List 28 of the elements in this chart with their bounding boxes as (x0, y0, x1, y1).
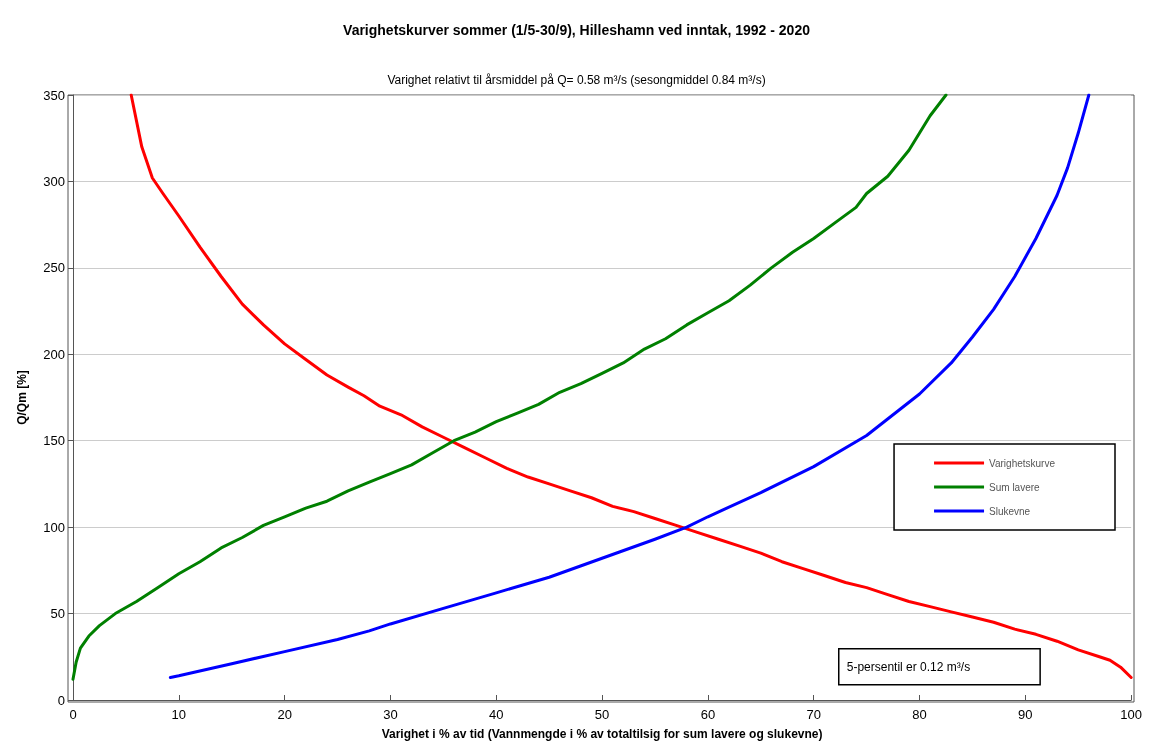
y-tick-label: 350 (43, 87, 65, 103)
line-series (71, 93, 948, 681)
y-axis-title: Q/Qm [%] (15, 370, 29, 425)
x-tick-label: 40 (489, 707, 504, 722)
x-tick-label: 0 (69, 707, 77, 722)
x-tick-label: 30 (383, 707, 398, 722)
x-tick-label: 10 (171, 707, 187, 722)
y-tick-label: 250 (43, 260, 65, 276)
legend-label: Sum lavere (989, 481, 1041, 493)
chart-title: Varighetskurver sommer (1/5-30/9), Hilleshamn ved inntak, 1992 - 2020 (343, 22, 811, 38)
y-tick-label: 100 (43, 519, 65, 535)
chart-subtitle: Varighet relativt til årsmiddel på Q= 0.58 m³/s (sesongmiddel 0.84 m³/s) (387, 73, 766, 87)
y-tick-label: 50 (50, 606, 65, 622)
y-tick-label: 150 (43, 433, 65, 449)
x-axis-title: Varighet i % av tid (Vannmengde i % av totaltilsig for sum lavere og slukevne) (381, 727, 823, 741)
x-tick-label: 50 (594, 707, 610, 722)
annotation: 5-persentil er 0.12 m³/s (846, 659, 971, 674)
legend-label: Varighetskurve (989, 457, 1056, 469)
legend-label: Slukevne (989, 505, 1031, 517)
x-tick-label: 80 (912, 707, 927, 722)
y-tick-label: 200 (43, 346, 65, 362)
x-tick-label: 70 (806, 707, 821, 722)
x-tick-label: 20 (277, 707, 292, 722)
y-tick-label: 0 (57, 692, 65, 708)
y-tick-label: 300 (43, 173, 65, 189)
x-tick-label: 90 (1018, 707, 1033, 722)
x-tick-label: 60 (700, 707, 716, 722)
x-tick-label: 100 (1120, 707, 1143, 722)
